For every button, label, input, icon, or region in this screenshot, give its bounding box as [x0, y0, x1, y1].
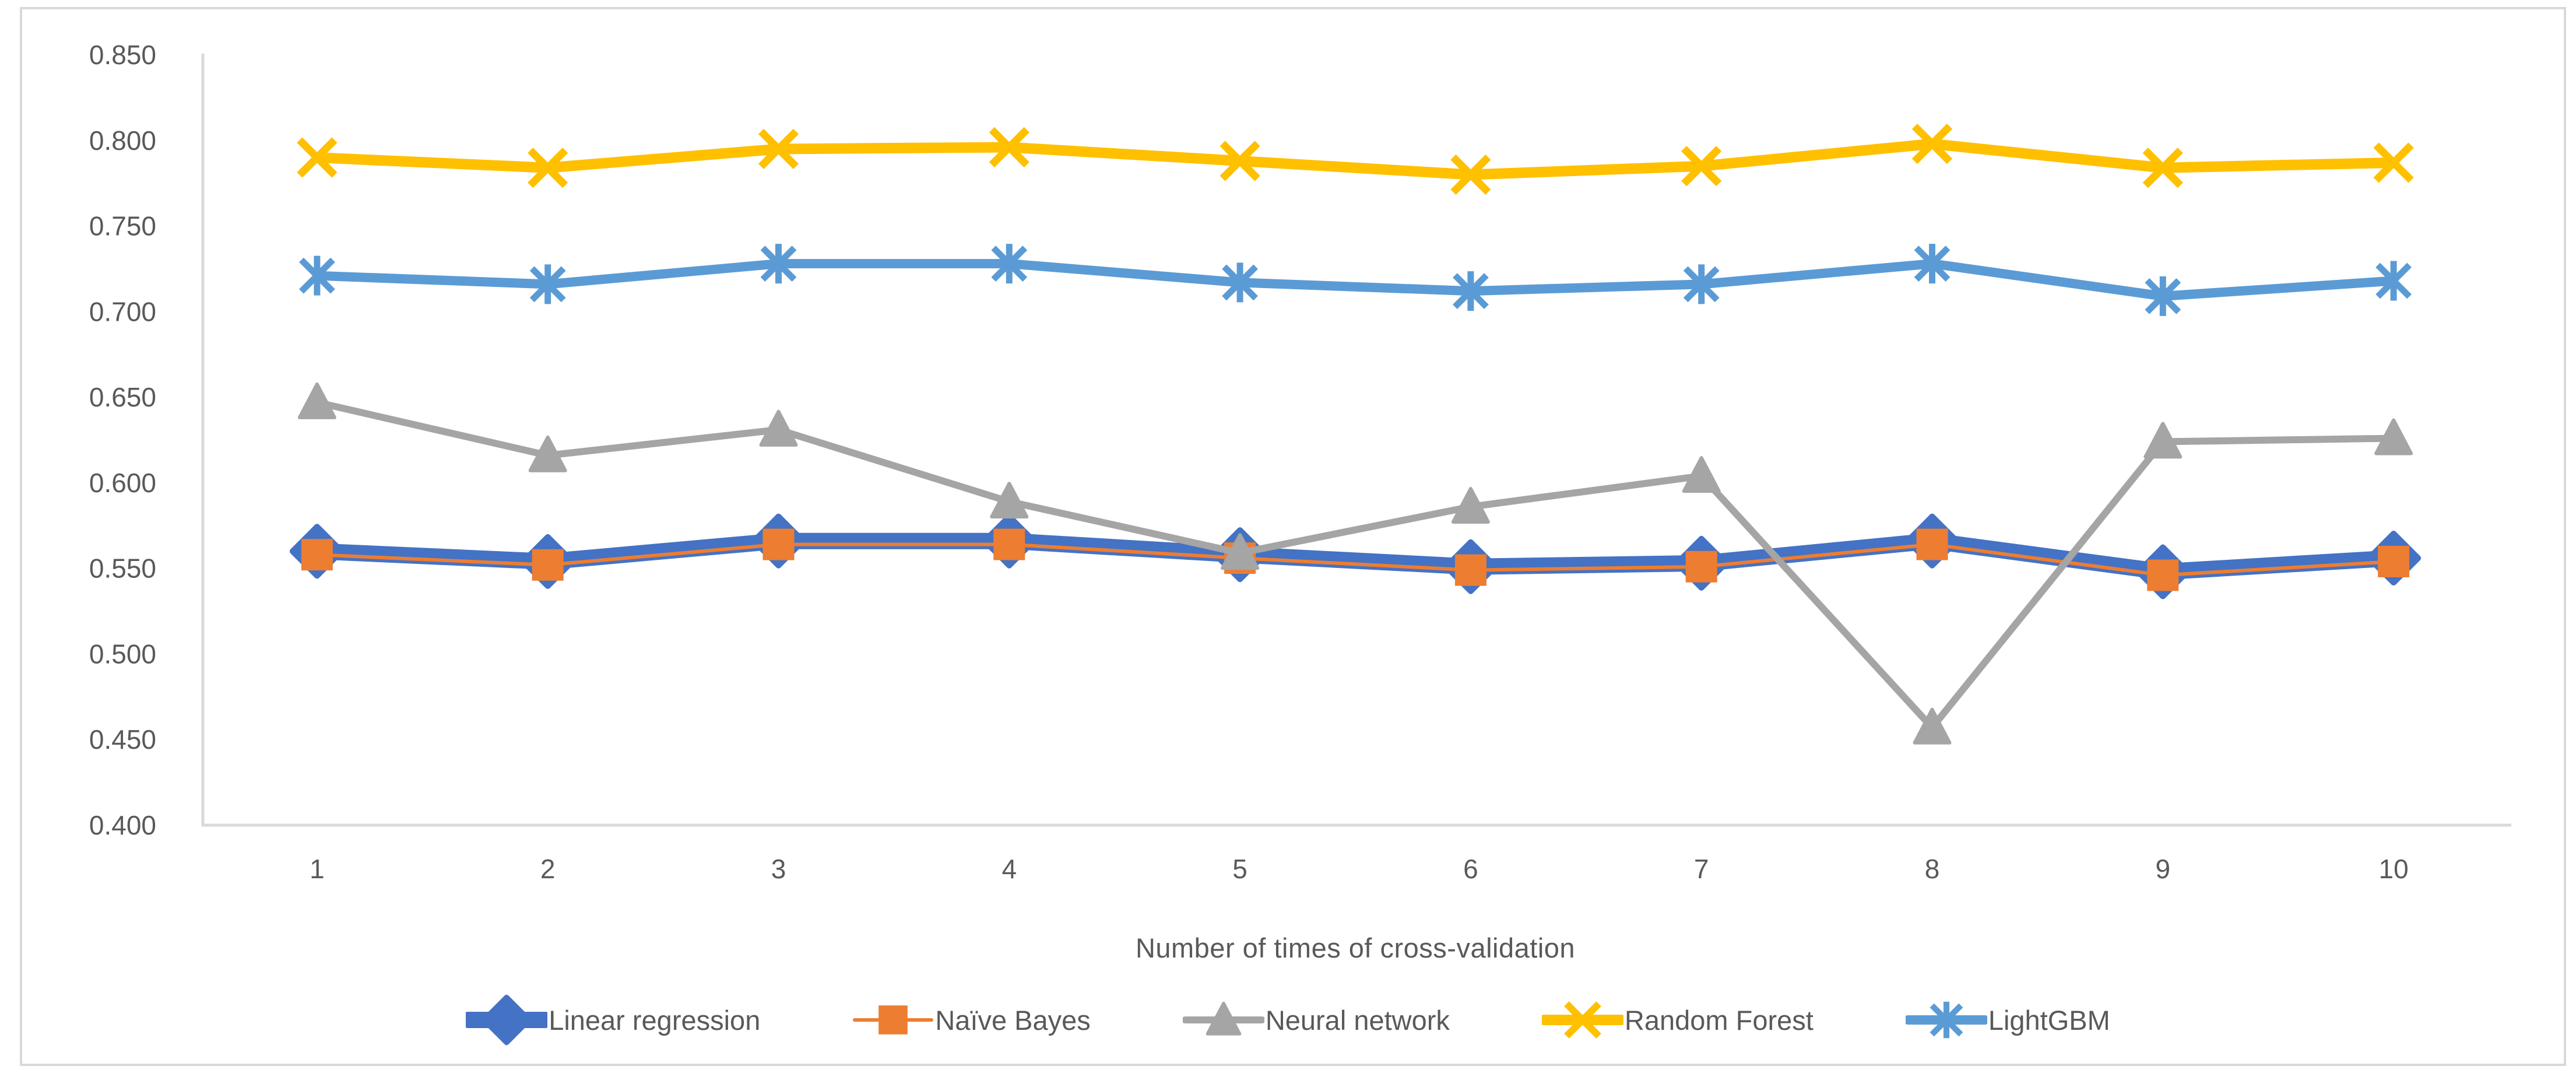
- series-neural-network: [297, 382, 2413, 745]
- marker-diamond: [481, 994, 532, 1046]
- legend-item-neural-network: Neural network: [1182, 988, 1450, 1052]
- x-axis-title: Number of times of cross-validation: [1135, 932, 1576, 963]
- y-tick-label: 0.400: [89, 810, 156, 840]
- marker-triangle: [1682, 456, 1721, 493]
- marker-asterisk: [1914, 244, 1951, 284]
- marker-triangle: [528, 435, 567, 472]
- marker-x: [2373, 142, 2414, 183]
- legend-item-random-forest: Random Forest: [1541, 988, 1814, 1052]
- series-random-forest: [297, 124, 2414, 195]
- marker-x: [1564, 1001, 1601, 1039]
- legend-label: Linear regression: [549, 1004, 761, 1036]
- marker-x: [989, 127, 1029, 168]
- marker-square: [1685, 550, 1717, 583]
- legend-label: Random Forest: [1624, 1004, 1814, 1036]
- marker-square: [1454, 554, 1486, 586]
- y-tick-label: 0.450: [89, 724, 156, 755]
- y-tick-label: 0.600: [89, 468, 156, 498]
- marker-x: [1450, 154, 1491, 195]
- x-tick-label: 5: [1232, 854, 1247, 884]
- x-tick-label: 3: [771, 854, 786, 884]
- marker-x: [1681, 146, 1722, 187]
- marker-asterisk: [2375, 261, 2412, 301]
- marker-square: [1916, 528, 1948, 560]
- marker-asterisk: [2145, 276, 2181, 316]
- y-tick-label: 0.800: [89, 125, 156, 156]
- legend-marker-lightgbm: [1905, 1001, 1987, 1039]
- chart-legend: Linear regression Naïve Bayes Neural netwo…: [0, 988, 2576, 1052]
- marker-triangle: [990, 482, 1029, 519]
- y-tick-label: 0.750: [89, 211, 156, 241]
- x-tick-label: 10: [2379, 854, 2409, 884]
- marker-square: [762, 528, 795, 560]
- marker-triangle: [1206, 1001, 1242, 1036]
- x-tick-label: 7: [1694, 854, 1709, 884]
- marker-x: [528, 148, 568, 188]
- marker-triangle: [297, 382, 336, 419]
- series-markers-lightgbm: [299, 244, 2412, 316]
- series-line-linear-regression: [308, 532, 2402, 580]
- legend-label: LightGBM: [1988, 1004, 2110, 1036]
- marker-asterisk: [991, 244, 1028, 284]
- x-tick-label: 4: [1002, 854, 1017, 884]
- legend-marker-linear-regression: [466, 994, 548, 1046]
- marker-x: [2142, 148, 2183, 188]
- marker-triangle: [2374, 418, 2413, 455]
- series-line-neural-network: [313, 398, 2398, 731]
- legend-label: Naïve Bayes: [935, 1004, 1091, 1036]
- x-tick-label: 1: [310, 854, 325, 884]
- marker-triangle: [1221, 533, 1260, 570]
- y-tick-label: 0.550: [89, 553, 156, 584]
- x-tick-label: 6: [1463, 854, 1478, 884]
- legend-item-linear-regression: Linear regression: [466, 988, 760, 1052]
- x-tick-label: 9: [2156, 854, 2171, 884]
- marker-asterisk: [1683, 264, 1720, 304]
- marker-asterisk: [760, 244, 797, 284]
- marker-x: [1911, 124, 1953, 164]
- legend-marker-random-forest: [1541, 1001, 1623, 1039]
- marker-triangle: [1451, 486, 1490, 524]
- marker-square: [993, 528, 1025, 560]
- chart-border: [20, 7, 2566, 1066]
- marker-triangle: [2143, 422, 2183, 459]
- marker-asterisk: [529, 264, 566, 304]
- x-tick-label: 8: [1925, 854, 1940, 884]
- legend-marker-neural-network: [1182, 1001, 1264, 1036]
- series-lightgbm: [299, 244, 2412, 316]
- marker-x: [1220, 141, 1260, 181]
- marker-asterisk: [1222, 262, 1258, 303]
- marker-asterisk: [1453, 271, 1489, 311]
- marker-square: [2147, 559, 2179, 591]
- y-tick-label: 0.850: [89, 40, 156, 70]
- y-tick-label: 0.650: [89, 382, 156, 412]
- marker-asterisk: [1930, 1001, 1963, 1039]
- y-tick-label: 0.500: [89, 639, 156, 669]
- y-tick-label: 0.700: [89, 296, 156, 327]
- marker-square: [532, 549, 564, 581]
- series-line-lightgbm: [312, 259, 2399, 301]
- series-line-random-forest: [311, 138, 2399, 180]
- marker-asterisk: [299, 255, 335, 296]
- legend-label: Neural network: [1265, 1004, 1450, 1036]
- legend-marker-na-ve-bayes: [853, 1005, 934, 1035]
- marker-x: [758, 128, 799, 170]
- series-markers-neural-network: [297, 382, 2413, 745]
- marker-square: [2378, 545, 2410, 577]
- marker-x: [297, 137, 338, 178]
- x-tick-label: 2: [540, 854, 556, 884]
- marker-triangle: [1913, 707, 1952, 745]
- legend-item-lightgbm: LightGBM: [1905, 988, 2110, 1052]
- marker-square: [301, 539, 333, 571]
- legend-item-na-ve-bayes: Naïve Bayes: [852, 988, 1091, 1052]
- series-markers-random-forest: [297, 124, 2414, 195]
- marker-triangle: [759, 409, 798, 447]
- marker-square: [878, 1005, 908, 1035]
- series-line-na-ve-bayes: [315, 542, 2396, 577]
